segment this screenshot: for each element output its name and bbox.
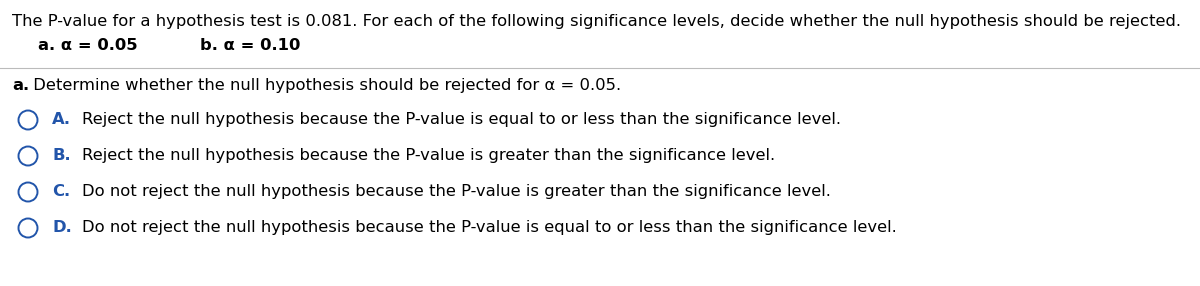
Text: Determine whether the null hypothesis should be rejected for α = 0.05.: Determine whether the null hypothesis sh… (28, 78, 622, 93)
Text: The P-value for a hypothesis test is 0.081. For each of the following significan: The P-value for a hypothesis test is 0.0… (12, 14, 1181, 29)
Text: C.: C. (52, 184, 70, 199)
Text: Reject the null hypothesis because the P-value is equal to or less than the sign: Reject the null hypothesis because the P… (82, 112, 841, 127)
Text: a.: a. (12, 78, 29, 93)
Text: a. α = 0.05: a. α = 0.05 (38, 38, 138, 53)
Text: Do not reject the null hypothesis because the P-value is equal to or less than t: Do not reject the null hypothesis becaus… (82, 220, 896, 235)
Text: B.: B. (52, 148, 71, 163)
Text: Do not reject the null hypothesis because the P-value is greater than the signif: Do not reject the null hypothesis becaus… (82, 184, 830, 199)
Text: A.: A. (52, 112, 71, 127)
Text: D.: D. (52, 220, 72, 235)
Text: Reject the null hypothesis because the P-value is greater than the significance : Reject the null hypothesis because the P… (82, 148, 775, 163)
Text: b. α = 0.10: b. α = 0.10 (200, 38, 300, 53)
